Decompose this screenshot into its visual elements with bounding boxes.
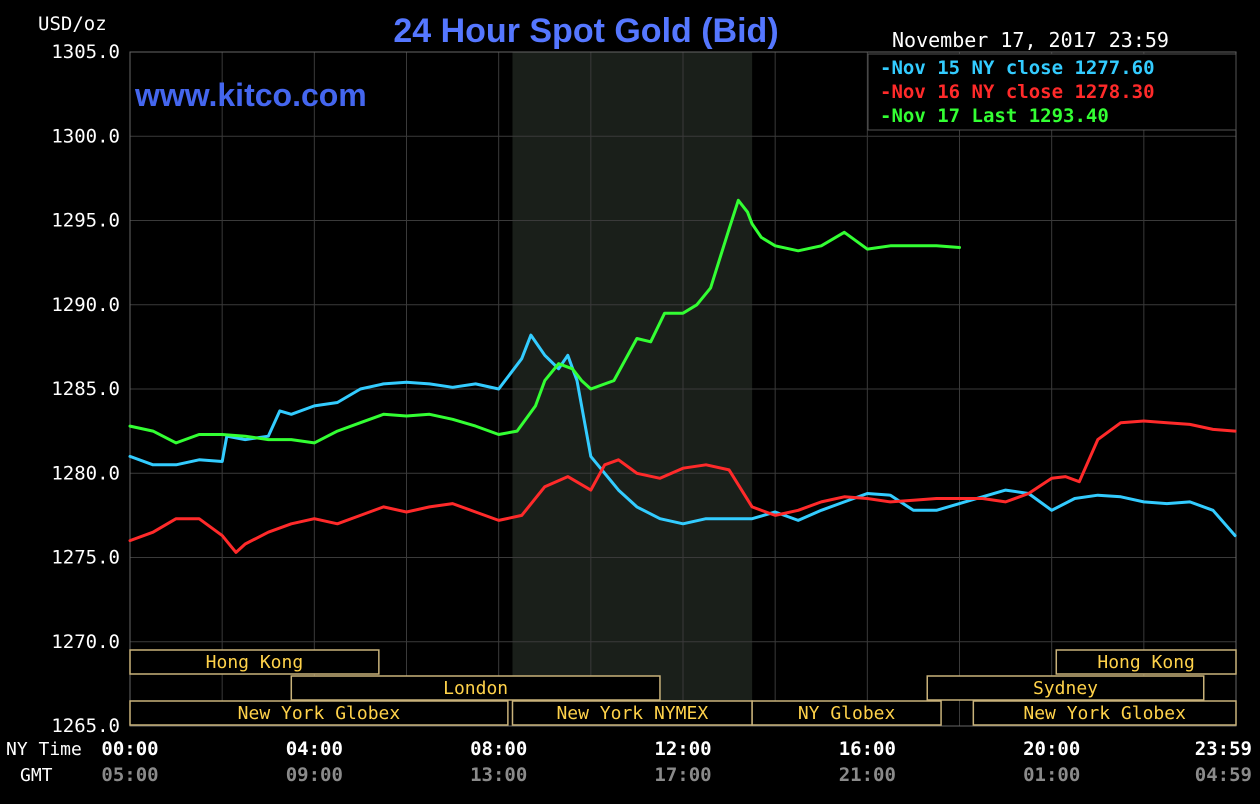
- market-session-label: New York NYMEX: [556, 703, 708, 724]
- y-tick-label: 1275.0: [51, 547, 120, 569]
- market-session-box: [129, 700, 509, 726]
- website-label: www.kitco.com: [134, 77, 367, 113]
- grid-lines: [129, 51, 1237, 727]
- market-session: New York Globex: [129, 700, 509, 726]
- chart-title: 24 Hour Spot Gold (Bid): [393, 12, 778, 50]
- ny-time-label: NY Time: [6, 739, 82, 760]
- price-series: [128, 198, 1237, 554]
- market-session-label: NY Globex: [798, 703, 896, 724]
- y-tick-label: 1280.0: [51, 462, 120, 484]
- market-session-box: [511, 700, 753, 726]
- legend-box: [867, 53, 1237, 131]
- market-session: Sydney: [926, 675, 1205, 701]
- x-tick-label-gmt: 13:00: [470, 764, 527, 786]
- y-tick-label: 1290.0: [51, 294, 120, 316]
- x-tick-label-ny: 20:00: [1023, 738, 1080, 760]
- series-line-2: [128, 419, 1237, 554]
- market-session-label: New York Globex: [238, 703, 401, 724]
- x-tick-label-ny: 04:00: [286, 738, 343, 760]
- y-tick-label: 1265.0: [51, 715, 120, 737]
- market-sessions: Hong Kong Hong Kong London Sydney New York G…: [129, 649, 1237, 726]
- market-session-box: [1055, 649, 1237, 675]
- y-tick-label: 1295.0: [51, 210, 120, 232]
- legend-entry: -Nov 17 Last 1293.40: [880, 105, 1109, 127]
- market-session-label: Sydney: [1033, 678, 1098, 699]
- x-tick-label-gmt: 01:00: [1023, 764, 1080, 786]
- gmt-label: GMT: [20, 765, 53, 786]
- market-session: Hong Kong: [129, 649, 380, 675]
- x-tick-label-gmt: 21:00: [839, 764, 896, 786]
- x-tick-label-gmt: 04:59: [1195, 764, 1252, 786]
- x-tick-label-ny: 23:59: [1195, 738, 1252, 760]
- x-axis-ticks: 00:00 05:00 04:00 09:00 08:00 13:00 12:00 17:00…: [101, 738, 1252, 786]
- market-session: Hong Kong: [1055, 649, 1237, 675]
- market-session: London: [290, 675, 661, 701]
- market-session-label: Hong Kong: [1097, 652, 1195, 673]
- y-tick-label: 1300.0: [51, 125, 120, 147]
- x-tick-label-gmt: 17:00: [654, 764, 711, 786]
- market-session-box: [290, 675, 661, 701]
- x-tick-label-ny: 00:00: [101, 738, 158, 760]
- market-session-box: [926, 675, 1205, 701]
- y-tick-label: 1270.0: [51, 631, 120, 653]
- x-tick-label-gmt: 09:00: [286, 764, 343, 786]
- series-line-3: [128, 198, 961, 445]
- market-session-label: Hong Kong: [206, 652, 304, 673]
- y-axis-ticks: 1265.0 1270.0 1275.0 1280.0 1285.0 1290.0 1295…: [51, 41, 120, 737]
- market-session: New York NYMEX: [511, 700, 753, 726]
- market-session-box: [129, 649, 380, 675]
- legend-entry: -Nov 16 NY close 1278.30: [880, 81, 1155, 103]
- x-tick-label-ny: 08:00: [470, 738, 527, 760]
- unit-label: USD/oz: [38, 13, 107, 35]
- legend: -Nov 15 NY close 1277.60-Nov 16 NY close…: [867, 53, 1237, 131]
- y-tick-label: 1305.0: [51, 41, 120, 63]
- x-tick-label-ny: 16:00: [839, 738, 896, 760]
- x-tick-label-ny: 12:00: [654, 738, 711, 760]
- market-session-box: [972, 700, 1237, 726]
- market-session-box: [751, 700, 942, 726]
- x-tick-label-gmt: 05:00: [101, 764, 158, 786]
- market-session-label: New York Globex: [1023, 703, 1186, 724]
- legend-entry: -Nov 15 NY close 1277.60: [880, 57, 1155, 79]
- market-session: NY Globex: [751, 700, 942, 726]
- market-session-label: London: [443, 678, 508, 699]
- market-session: New York Globex: [972, 700, 1237, 726]
- plot-frame: [129, 51, 1237, 727]
- date-stamp: November 17, 2017 23:59: [892, 28, 1169, 52]
- y-tick-label: 1285.0: [51, 378, 120, 400]
